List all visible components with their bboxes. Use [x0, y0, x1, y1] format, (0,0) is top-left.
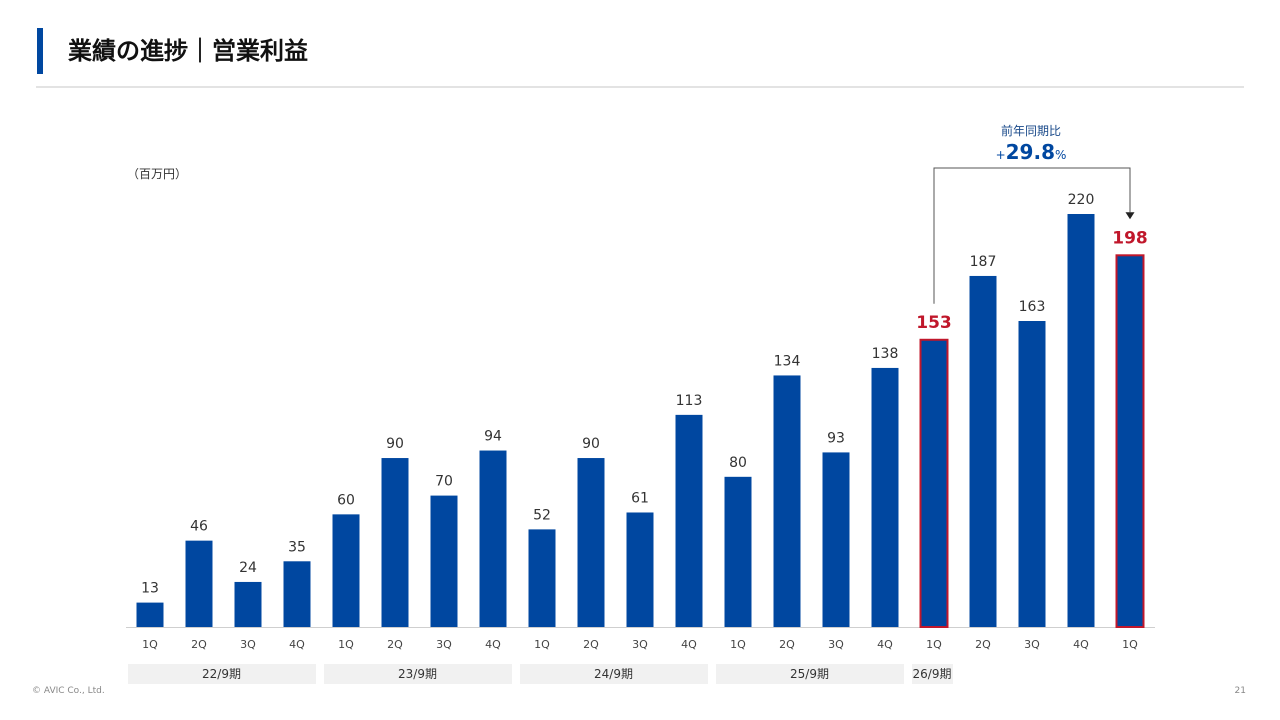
bar-value-label: 94	[484, 429, 502, 445]
x-tick-label: 1Q	[338, 638, 354, 651]
bar	[626, 512, 654, 627]
bar	[234, 581, 262, 627]
bar	[528, 529, 556, 627]
x-tick-label: 3Q	[1024, 638, 1040, 651]
period-band: 22/9期	[127, 664, 316, 684]
yoy-label: 前年同期比	[1000, 124, 1061, 138]
period-band: 26/9期	[911, 664, 953, 684]
x-tick-label: 2Q	[387, 638, 403, 651]
bar-highlighted	[1115, 254, 1145, 629]
bar-value-label: 70	[435, 474, 453, 490]
bar	[822, 452, 850, 627]
bar-value-label: 24	[239, 560, 257, 576]
bar	[185, 540, 213, 627]
page-number: 21	[1234, 686, 1246, 696]
bar	[136, 602, 164, 627]
x-tick-label: 3Q	[436, 638, 452, 651]
unit-label: （百万円）	[127, 167, 188, 181]
yoy-arrowhead	[1125, 212, 1135, 220]
yoy-bracket	[933, 167, 1131, 304]
bar	[871, 367, 899, 627]
bar-value-label: 134	[774, 353, 801, 369]
bar-value-label: 90	[582, 436, 600, 452]
bar-value-label: 93	[827, 430, 845, 446]
bar-value-label: 60	[337, 492, 355, 508]
period-band: 24/9期	[519, 664, 708, 684]
bar	[675, 414, 703, 627]
bar	[1067, 214, 1095, 627]
bar-value-label: 163	[1019, 299, 1046, 315]
bar-value-label: 138	[872, 346, 899, 362]
title-divider	[36, 86, 1244, 88]
bar	[969, 275, 997, 627]
bar-value-label: 46	[190, 519, 208, 535]
x-tick-label: 1Q	[926, 638, 942, 651]
x-tick-label: 3Q	[240, 638, 256, 651]
x-tick-label: 4Q	[877, 638, 893, 651]
yoy-suffix: %	[1055, 148, 1067, 162]
bar-value-label: 80	[729, 455, 747, 471]
bar-highlighted	[919, 338, 949, 628]
x-tick-label: 1Q	[142, 638, 158, 651]
x-tick-label: 2Q	[583, 638, 599, 651]
bar-value-label: 153	[916, 313, 952, 333]
period-band: 25/9期	[715, 664, 904, 684]
title-accent-bar	[37, 28, 43, 74]
x-tick-label: 1Q	[1122, 638, 1138, 651]
bar-value-label: 13	[141, 581, 159, 597]
x-tick-label: 1Q	[534, 638, 550, 651]
yoy-value: +29.8%	[950, 140, 1112, 164]
yoy-prefix: +	[995, 148, 1006, 162]
bar	[479, 450, 507, 627]
bar	[773, 375, 801, 627]
bar-value-label: 90	[386, 436, 404, 452]
bar-value-label: 113	[676, 393, 703, 409]
x-tick-label: 4Q	[681, 638, 697, 651]
copyright: © AVIC Co., Ltd.	[32, 686, 105, 696]
bar-value-label: 52	[533, 507, 551, 523]
bar	[430, 495, 458, 627]
bar-value-label: 198	[1112, 228, 1148, 248]
x-tick-label: 2Q	[975, 638, 991, 651]
x-tick-label: 4Q	[1073, 638, 1089, 651]
x-tick-label: 2Q	[191, 638, 207, 651]
x-tick-label: 4Q	[485, 638, 501, 651]
period-band: 23/9期	[323, 664, 512, 684]
bar	[724, 476, 752, 627]
x-tick-label: 1Q	[730, 638, 746, 651]
x-tick-label: 3Q	[828, 638, 844, 651]
bar	[381, 458, 409, 627]
bar	[577, 458, 605, 627]
bar	[332, 514, 360, 627]
x-tick-label: 3Q	[632, 638, 648, 651]
page-title: 業績の進捗｜営業利益	[68, 37, 308, 65]
bar-value-label: 61	[631, 490, 649, 506]
x-tick-label: 2Q	[779, 638, 795, 651]
bar-value-label: 35	[288, 539, 306, 555]
x-tick-label: 4Q	[289, 638, 305, 651]
bar-value-label: 220	[1068, 192, 1095, 208]
bar-value-label: 187	[970, 254, 997, 270]
bar	[1018, 321, 1046, 627]
bar	[283, 561, 311, 627]
yoy-number: 29.8	[1005, 140, 1055, 164]
